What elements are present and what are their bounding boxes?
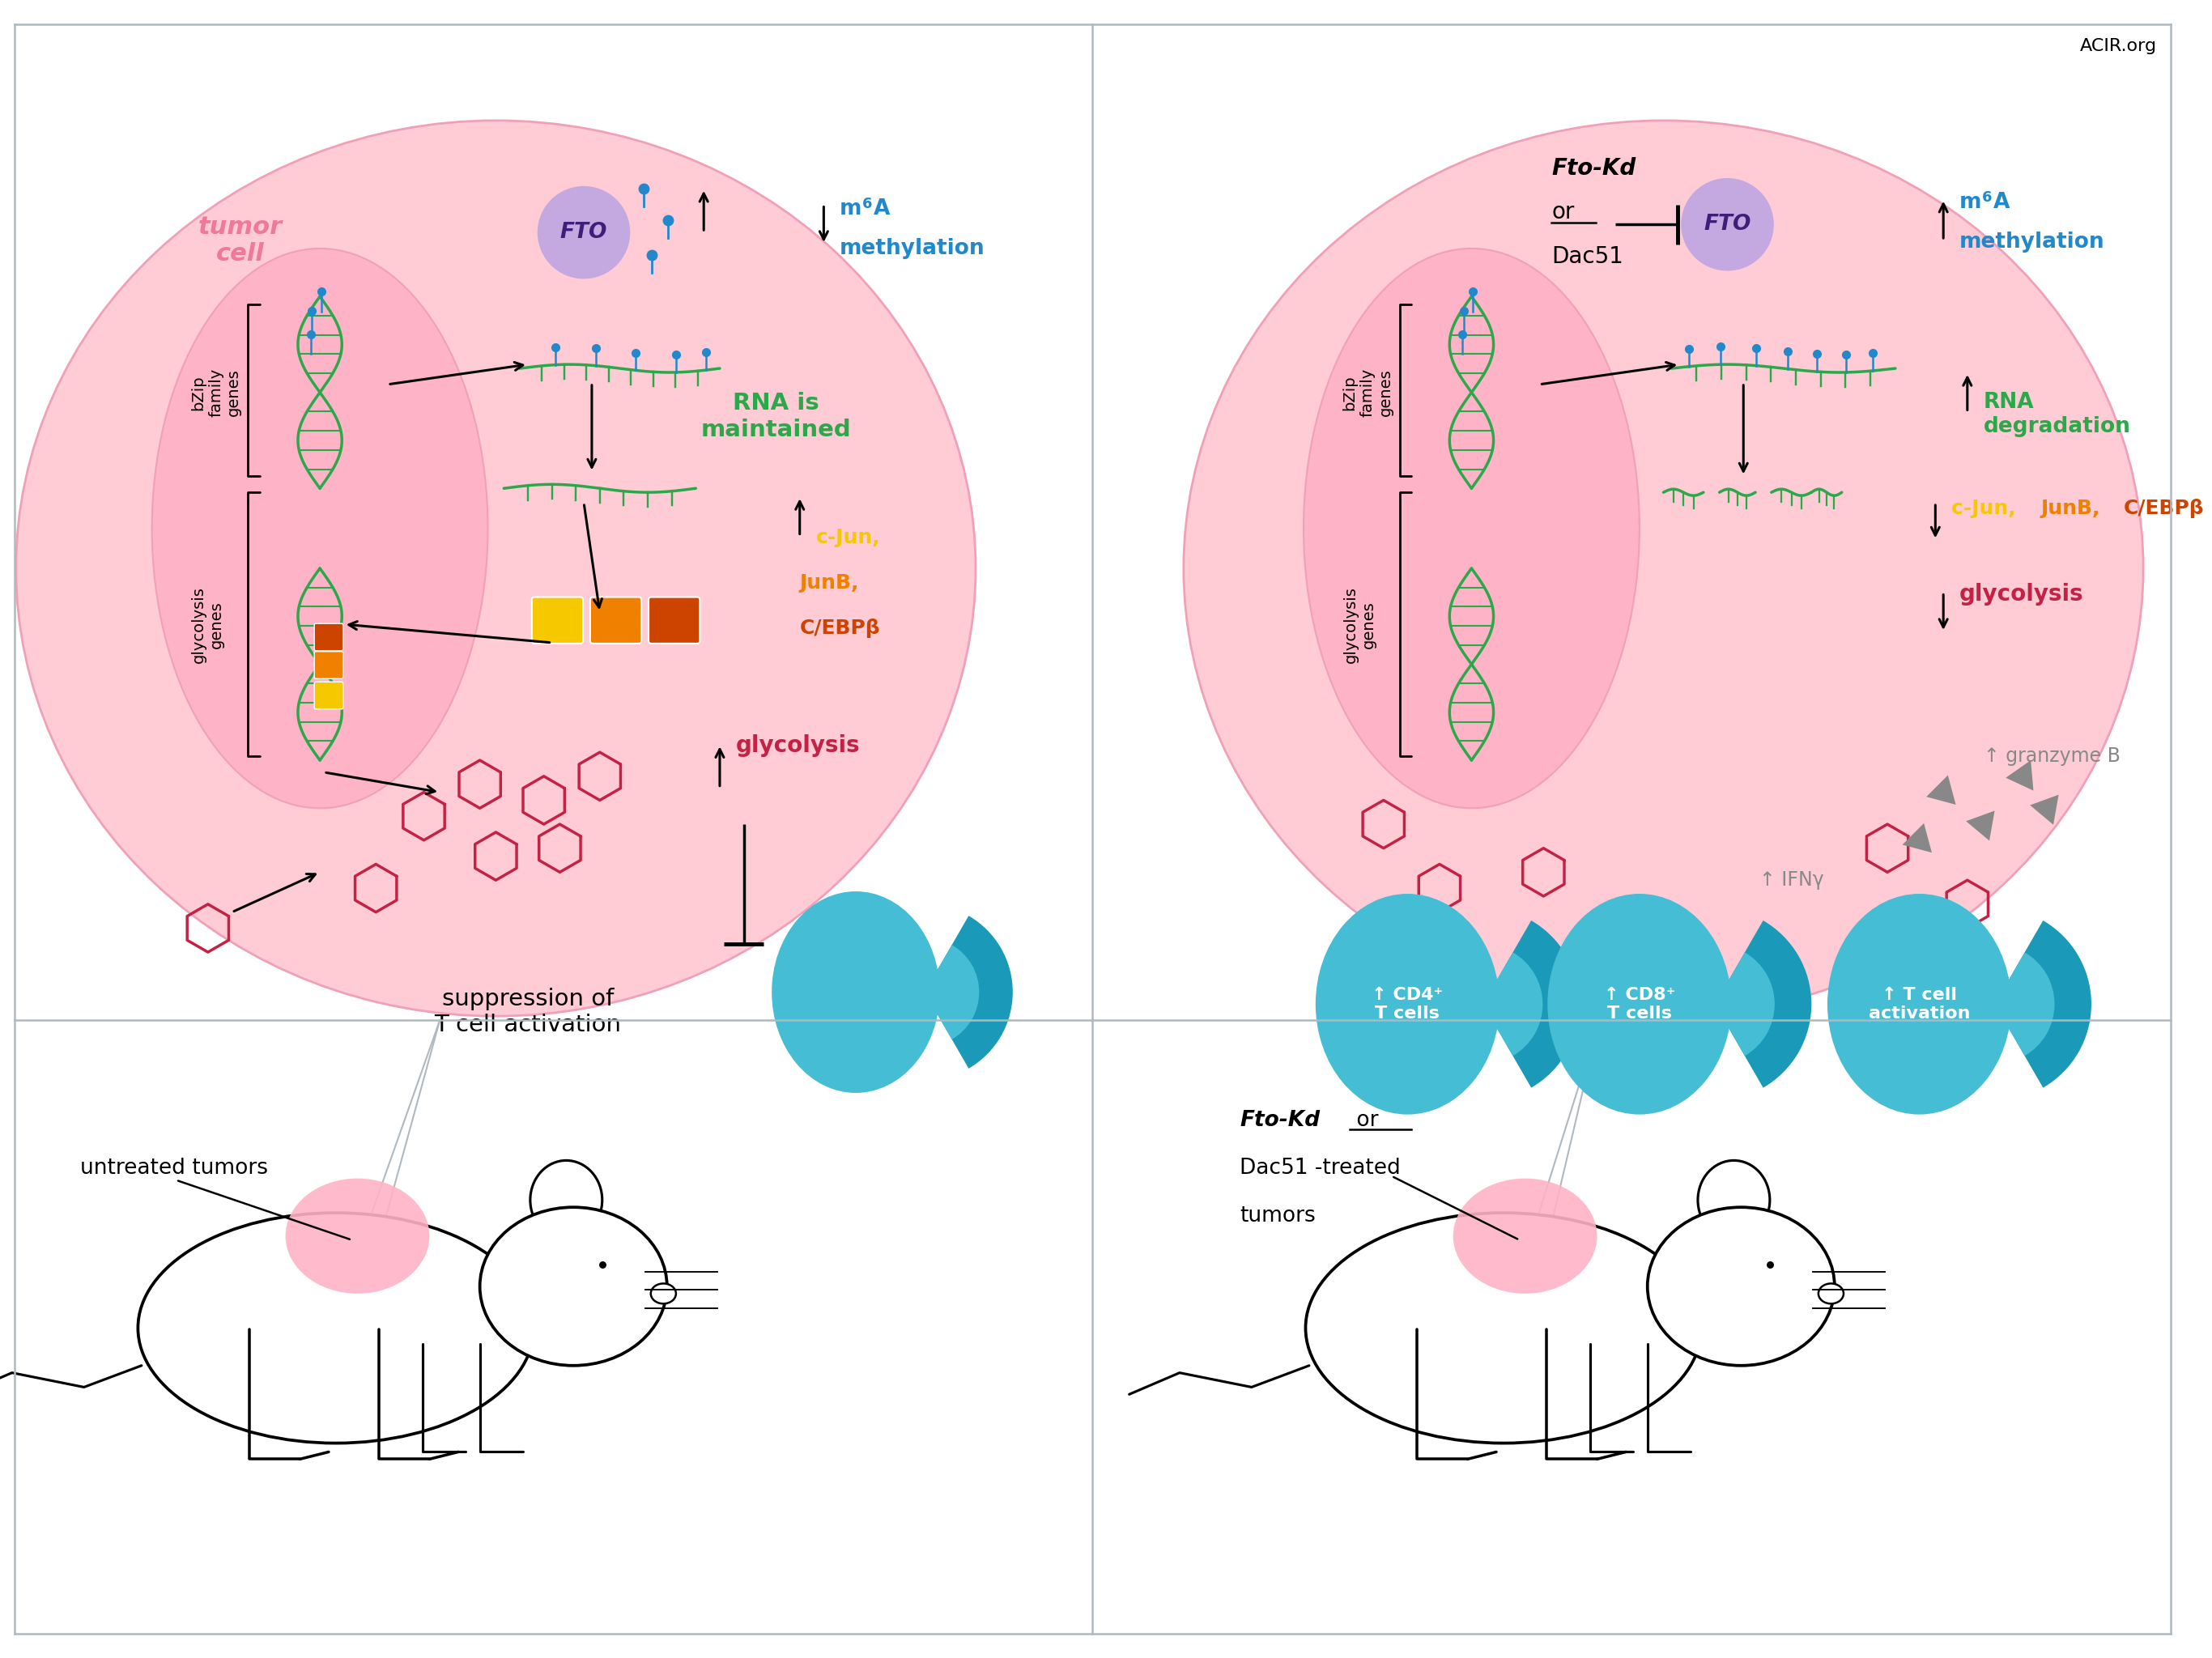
Wedge shape bbox=[1995, 952, 2055, 1056]
Text: RNA
degradation: RNA degradation bbox=[1984, 393, 2130, 438]
Text: glycolysis: glycolysis bbox=[737, 734, 860, 758]
Text: m: m bbox=[1960, 192, 1982, 212]
Text: untreated tumors: untreated tumors bbox=[80, 1157, 268, 1179]
Text: C/EBPβ: C/EBPβ bbox=[801, 618, 880, 638]
Wedge shape bbox=[925, 915, 1013, 1068]
Text: tumor
cell: tumor cell bbox=[197, 216, 283, 265]
Text: tumors: tumors bbox=[1239, 1205, 1316, 1227]
Text: A: A bbox=[874, 197, 889, 219]
FancyBboxPatch shape bbox=[591, 597, 641, 643]
Ellipse shape bbox=[137, 1214, 533, 1442]
Text: FTO: FTO bbox=[560, 222, 608, 244]
Wedge shape bbox=[1482, 952, 1542, 1056]
Wedge shape bbox=[925, 945, 980, 1040]
Wedge shape bbox=[1714, 952, 1774, 1056]
FancyBboxPatch shape bbox=[314, 681, 343, 710]
Text: 6: 6 bbox=[863, 197, 872, 211]
Text: methylation: methylation bbox=[1960, 232, 2106, 252]
Text: JunB,: JunB, bbox=[2042, 499, 2108, 517]
Text: suppression of
T cell activation: suppression of T cell activation bbox=[434, 988, 622, 1036]
Text: methylation: methylation bbox=[841, 239, 984, 259]
Text: Fto-Kd: Fto-Kd bbox=[1551, 158, 1637, 179]
Text: 6: 6 bbox=[1982, 191, 1991, 204]
Ellipse shape bbox=[531, 1161, 602, 1240]
Ellipse shape bbox=[1316, 894, 1500, 1114]
Ellipse shape bbox=[285, 1179, 429, 1293]
Ellipse shape bbox=[772, 892, 940, 1093]
Text: or: or bbox=[1349, 1109, 1378, 1131]
Ellipse shape bbox=[1699, 1161, 1770, 1240]
FancyBboxPatch shape bbox=[314, 652, 343, 678]
Circle shape bbox=[1681, 177, 1774, 270]
Wedge shape bbox=[1995, 920, 2090, 1088]
FancyBboxPatch shape bbox=[648, 597, 699, 643]
Text: m: m bbox=[841, 197, 863, 219]
Text: c-Jun,: c-Jun, bbox=[816, 529, 880, 547]
Text: Dac51: Dac51 bbox=[1551, 245, 1624, 269]
Text: bZip
family
genes: bZip family genes bbox=[1343, 368, 1394, 416]
Text: glycolysis: glycolysis bbox=[1960, 582, 2084, 605]
Ellipse shape bbox=[650, 1283, 677, 1303]
Ellipse shape bbox=[153, 249, 489, 807]
Text: ↑ CD8⁺
T cells: ↑ CD8⁺ T cells bbox=[1604, 987, 1674, 1021]
Text: A: A bbox=[1993, 192, 2008, 212]
Ellipse shape bbox=[1818, 1283, 1843, 1303]
Ellipse shape bbox=[1648, 1207, 1834, 1366]
Circle shape bbox=[538, 186, 630, 279]
Text: bZip
family
genes: bZip family genes bbox=[190, 368, 241, 416]
Ellipse shape bbox=[1305, 1214, 1701, 1442]
Text: Fto-Kd: Fto-Kd bbox=[1239, 1109, 1321, 1131]
Wedge shape bbox=[1714, 920, 1812, 1088]
Text: RNA is
maintained: RNA is maintained bbox=[701, 391, 852, 441]
Ellipse shape bbox=[1303, 249, 1639, 807]
Text: C/EBPβ: C/EBPβ bbox=[2124, 499, 2203, 517]
Text: ↑ IFNγ: ↑ IFNγ bbox=[1759, 870, 1825, 890]
Text: ↑ granzyme B: ↑ granzyme B bbox=[1984, 746, 2119, 766]
Ellipse shape bbox=[1548, 894, 1732, 1114]
Text: ACIR.org: ACIR.org bbox=[2079, 38, 2157, 55]
Text: ↑ CD4⁺
T cells: ↑ CD4⁺ T cells bbox=[1371, 987, 1442, 1021]
Text: or: or bbox=[1551, 201, 1575, 224]
Text: glycolysis
genes: glycolysis genes bbox=[1343, 585, 1376, 663]
Text: JunB,: JunB, bbox=[801, 574, 858, 592]
Text: FTO: FTO bbox=[1703, 214, 1752, 235]
Ellipse shape bbox=[15, 121, 975, 1016]
Ellipse shape bbox=[1453, 1179, 1597, 1293]
Text: ↑ T cell
activation: ↑ T cell activation bbox=[1869, 987, 1971, 1021]
Text: glycolysis
genes: glycolysis genes bbox=[190, 585, 226, 663]
Text: Dac51 -treated: Dac51 -treated bbox=[1239, 1157, 1400, 1179]
FancyBboxPatch shape bbox=[314, 623, 343, 650]
FancyBboxPatch shape bbox=[531, 597, 584, 643]
Wedge shape bbox=[1482, 920, 1579, 1088]
Ellipse shape bbox=[1183, 121, 2143, 1016]
Text: c-Jun,: c-Jun, bbox=[1951, 499, 2024, 517]
Ellipse shape bbox=[480, 1207, 668, 1366]
Ellipse shape bbox=[1827, 894, 2011, 1114]
